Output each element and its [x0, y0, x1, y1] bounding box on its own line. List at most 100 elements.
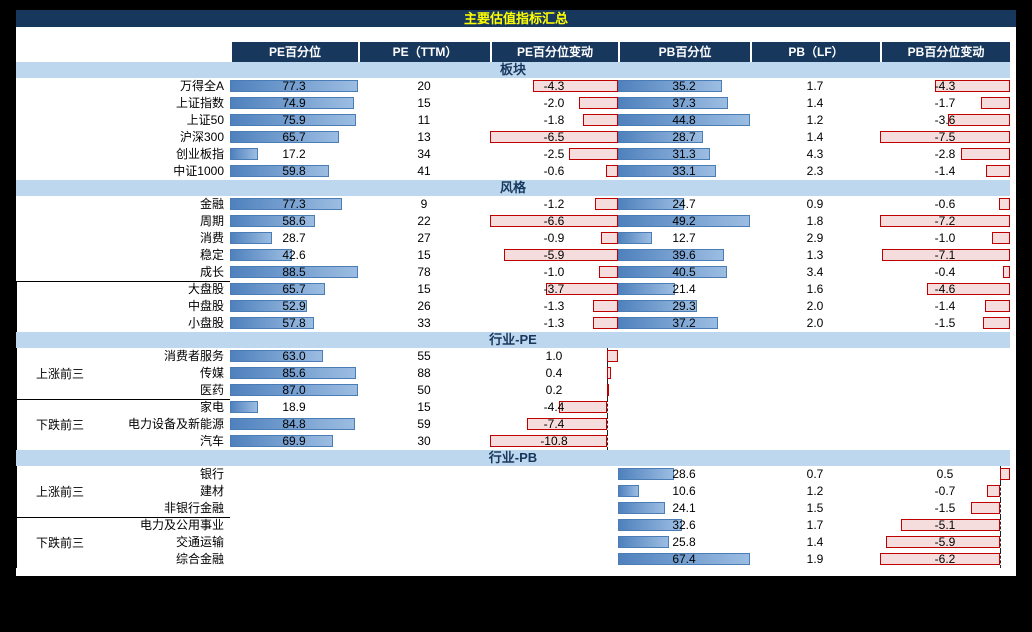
group-bracket-line: [16, 517, 17, 568]
group-label: 下跌前三: [35, 536, 84, 550]
pe-percentile-change-bar: [559, 401, 608, 413]
pb-lf-value: 2.0: [806, 299, 824, 313]
pb-percentile-change-bar: [985, 165, 1010, 177]
pb-percentile-change-cell: [880, 433, 1010, 450]
pe-percentile-change-value: -10.8: [540, 434, 568, 448]
pb-percentile-value: 24.1: [672, 501, 696, 515]
pb-percentile-change-cell: -4.3: [880, 78, 1010, 95]
pb-percentile-value: 40.5: [672, 265, 696, 279]
pb-percentile-value: 44.8: [672, 113, 696, 127]
pb-percentile-change-bar: [880, 131, 1010, 143]
pb-lf-cell: 3.4: [750, 264, 880, 281]
pe-percentile-change-value: -7.4: [543, 417, 565, 431]
row-label: 小盘股: [187, 316, 224, 330]
pe-ttm-value: 15: [417, 282, 431, 296]
table-row: 周期 58.6 22 -6.6 49.2 1.8 -7.2: [104, 213, 1010, 230]
pb-percentile-cell: 31.3: [618, 146, 750, 163]
pb-percentile-change-cell: -7.1: [880, 247, 1010, 264]
pb-percentile-cell: 24.7: [618, 196, 750, 213]
pe-percentile-cell: 65.7: [230, 281, 358, 298]
pb-percentile-value: 35.2: [672, 79, 696, 93]
pb-lf-value: 2.9: [806, 231, 824, 245]
pb-percentile-change-cell: -6.2: [880, 551, 1010, 568]
pe-percentile-change-bar: [533, 80, 618, 92]
pe-percentile-value: 74.9: [282, 96, 306, 110]
pe-percentile-change-cell: -1.3: [490, 298, 618, 315]
pe-percentile-change-value: 0.2: [545, 383, 563, 397]
row-group: 上涨前三 消费者服务 63.0 55 1.0 传媒 85.6 88 0.4 医药 87.0 50 0.2: [16, 348, 1010, 399]
pb-percentile-change-cell: -1.0: [880, 230, 1010, 247]
pb-percentile-change-bar: [901, 519, 1001, 531]
group-divider-line: [16, 399, 230, 400]
pb-percentile-change-bar: [971, 502, 1001, 514]
group-rows: 消费者服务 63.0 55 1.0 传媒 85.6 88 0.4 医药 87.0 50 0.2: [104, 348, 1010, 399]
zero-axis-line: [607, 399, 609, 416]
pb-percentile-change-value: -1.5: [934, 501, 956, 515]
pe-ttm-value: 88: [417, 366, 431, 380]
pb-percentile-change-cell: [880, 365, 1010, 382]
pe-percentile-change-value: -6.5: [543, 130, 565, 144]
group-label: 上涨前三: [35, 367, 84, 381]
table-row: 上证50 75.9 11 -1.8 44.8 1.2 -3.6: [104, 112, 1010, 129]
table-row: 传媒 85.6 88 0.4: [104, 365, 1010, 382]
pe-ttm-cell: [358, 517, 490, 534]
pb-lf-value: 1.9: [806, 552, 824, 566]
pe-percentile-cell: [230, 483, 358, 500]
pb-percentile-bar: [618, 131, 703, 143]
pe-percentile-change-cell: -1.3: [490, 315, 618, 332]
pb-percentile-bar: [618, 536, 669, 548]
pb-percentile-change-value: -7.5: [934, 130, 956, 144]
table-row: 建材 10.6 1.2 -0.7: [104, 483, 1010, 500]
pb-lf-value: 1.7: [806, 518, 824, 532]
pe-percentile-change-cell: 0.4: [490, 365, 618, 382]
pb-percentile-change-cell: [880, 399, 1010, 416]
pe-percentile-bar: [230, 249, 292, 261]
pb-lf-cell: 1.4: [750, 95, 880, 112]
pe-percentile-change-cell: -1.8: [490, 112, 618, 129]
zero-axis-line: [1000, 551, 1002, 568]
pe-percentile-value: 88.5: [282, 265, 306, 279]
pb-percentile-change-cell: -1.5: [880, 500, 1010, 517]
pe-percentile-bar: [230, 317, 314, 329]
pe-percentile-change-cell: -0.6: [490, 163, 618, 180]
pe-percentile-bar: [230, 384, 358, 396]
pe-percentile-change-bar: [607, 367, 612, 379]
pe-percentile-value: 18.9: [282, 400, 306, 414]
pb-percentile-cell: 33.1: [618, 163, 750, 180]
pe-percentile-change-bar: [582, 114, 618, 126]
pe-percentile-change-value: -2.0: [543, 96, 565, 110]
pb-lf-value: 1.6: [806, 282, 824, 296]
pb-percentile-change-bar: [980, 97, 1010, 109]
row-label: 银行: [199, 467, 224, 481]
pe-percentile-cell: 58.6: [230, 213, 358, 230]
pb-percentile-change-cell: -0.6: [880, 196, 1010, 213]
pb-lf-value: 1.4: [806, 535, 824, 549]
pe-ttm-cell: [358, 551, 490, 568]
pb-percentile-change-value: -4.3: [934, 79, 956, 93]
pb-percentile-change-cell: [880, 348, 1010, 365]
pb-percentile-bar: [618, 502, 666, 514]
pe-percentile-change-value: -0.9: [543, 231, 565, 245]
pe-ttm-value: 33: [417, 316, 431, 330]
row-label: 医药: [199, 383, 224, 397]
row-group: 上涨前三 银行 28.6 0.7 0.5 建材 10.6 1.2 -0.7 非银行金融 24.1 1.…: [16, 466, 1010, 517]
pb-percentile-change-bar: [881, 249, 1010, 261]
pe-percentile-value: 85.6: [282, 366, 306, 380]
row-group: 万得全A 77.3 20 -4.3 35.2 1.7 -4.3 上证指数 74.9 15 -2.0 3…: [16, 78, 1010, 180]
pe-percentile-change-value: -1.2: [543, 197, 565, 211]
pb-percentile-change-bar: [984, 300, 1010, 312]
pe-ttm-cell: 15: [358, 95, 490, 112]
pb-percentile-cell: 25.8: [618, 534, 750, 551]
pe-percentile-cell: [230, 534, 358, 551]
pe-percentile-cell: 88.5: [230, 264, 358, 281]
pb-lf-cell: 1.6: [750, 281, 880, 298]
pb-percentile-change-cell: -3.6: [880, 112, 1010, 129]
row-label: 万得全A: [179, 79, 224, 93]
pb-percentile-change-bar: [947, 114, 1010, 126]
pe-percentile-change-bar: [607, 384, 610, 396]
pe-percentile-change-bar: [546, 283, 618, 295]
pb-percentile-value: 49.2: [672, 214, 696, 228]
pe-percentile-value: 42.6: [282, 248, 306, 262]
pe-percentile-cell: [230, 517, 358, 534]
pe-percentile-cell: [230, 500, 358, 517]
